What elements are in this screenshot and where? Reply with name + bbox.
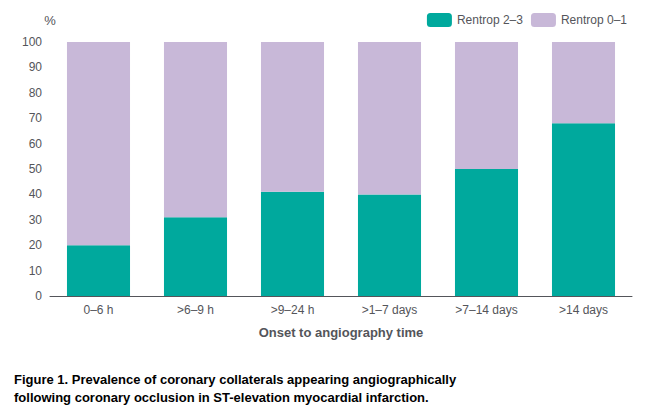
svg-text:40: 40	[29, 187, 43, 201]
svg-text:Rentrop 0–1: Rentrop 0–1	[561, 13, 627, 27]
svg-text:Rentrop 2–3: Rentrop 2–3	[457, 13, 523, 27]
svg-text:50: 50	[29, 162, 43, 176]
svg-text:following coronary occlusion i: following coronary occlusion in ST-eleva…	[14, 390, 429, 405]
svg-text:>9–24 h: >9–24 h	[271, 303, 315, 317]
svg-text:>6–9 h: >6–9 h	[177, 303, 214, 317]
svg-text:10: 10	[29, 264, 43, 278]
svg-text:Onset to angiography time: Onset to angiography time	[259, 325, 424, 340]
svg-text:90: 90	[29, 60, 43, 74]
svg-text:80: 80	[29, 86, 43, 100]
svg-text:0: 0	[35, 289, 42, 303]
svg-text:60: 60	[29, 137, 43, 151]
svg-text:Figure 1. Prevalence of corona: Figure 1. Prevalence of coronary collate…	[14, 372, 457, 387]
svg-text:0–6 h: 0–6 h	[83, 303, 113, 317]
svg-text:20: 20	[29, 238, 43, 252]
svg-text:>1–7 days: >1–7 days	[362, 303, 418, 317]
svg-text:>14 days: >14 days	[559, 303, 608, 317]
svg-text:%: %	[44, 13, 56, 28]
svg-text:>7–14 days: >7–14 days	[455, 303, 517, 317]
svg-text:30: 30	[29, 213, 43, 227]
svg-text:100: 100	[22, 35, 42, 49]
svg-text:70: 70	[29, 111, 43, 125]
